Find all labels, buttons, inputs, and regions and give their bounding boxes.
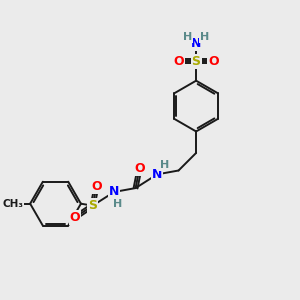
Text: O: O	[70, 211, 80, 224]
Text: O: O	[173, 55, 184, 68]
Text: H: H	[113, 199, 123, 209]
Text: N: N	[152, 168, 162, 181]
Text: S: S	[192, 55, 201, 68]
Text: O: O	[134, 162, 145, 175]
Text: O: O	[208, 55, 219, 68]
Text: N: N	[191, 37, 201, 50]
Text: S: S	[88, 199, 97, 212]
Text: H: H	[200, 32, 209, 42]
Text: CH₃: CH₃	[2, 199, 23, 209]
Text: O: O	[91, 180, 102, 193]
Text: N: N	[109, 185, 119, 199]
Text: H: H	[183, 32, 192, 42]
Text: H: H	[160, 160, 170, 170]
